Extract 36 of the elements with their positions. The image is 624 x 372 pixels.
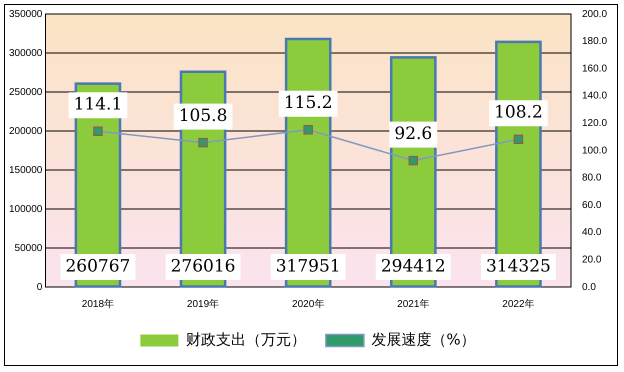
data-label: 294412: [380, 256, 446, 276]
data-label: 115.2: [284, 93, 333, 114]
y-tick-label: 200000: [8, 126, 43, 137]
legend-label: 财政支出（万元）: [186, 330, 306, 348]
y-tick-label: 250000: [8, 86, 43, 98]
data-label: 108.2: [494, 102, 543, 123]
y2-tick-label: 20.0: [582, 254, 602, 266]
x-tick-label: 2020年: [292, 298, 324, 310]
data-label: 114.1: [74, 94, 122, 115]
y2-tick-label: 180.0: [582, 36, 608, 48]
y-tick-label: 350000: [8, 8, 43, 20]
y-tick-label: 300000: [8, 48, 43, 59]
y-tick-label: 100000: [8, 204, 43, 215]
data-label: 317951: [276, 256, 341, 276]
y2-tick-label: 160.0: [582, 63, 608, 74]
legend-label: 发展速度（%）: [371, 330, 476, 348]
data-label: 105.8: [178, 106, 228, 126]
data-label: 314325: [486, 256, 551, 276]
y2-tick-label: 60.0: [582, 200, 602, 211]
x-tick-label: 2022年: [502, 298, 535, 310]
y2-tick-label: 140.0: [582, 90, 608, 102]
x-tick-label: 2018年: [82, 298, 114, 310]
y2-tick-label: 100.0: [582, 145, 608, 156]
y2-tick-label: 200.0: [582, 8, 608, 20]
y-tick-label: 0: [36, 282, 43, 293]
data-label: 92.6: [394, 124, 432, 144]
y-tick-label: 150000: [8, 164, 43, 176]
data-label: 260767: [65, 256, 130, 276]
data-label: 276016: [170, 256, 236, 276]
y2-tick-label: 80.0: [582, 172, 602, 184]
y-tick-label: 50000: [14, 242, 43, 254]
x-tick-label: 2021年: [397, 298, 430, 310]
x-tick-label: 2019年: [186, 298, 220, 310]
y2-tick-label: 40.0: [582, 227, 602, 238]
y2-tick-label: 0.0: [582, 282, 596, 293]
y2-tick-label: 120.0: [582, 118, 608, 129]
